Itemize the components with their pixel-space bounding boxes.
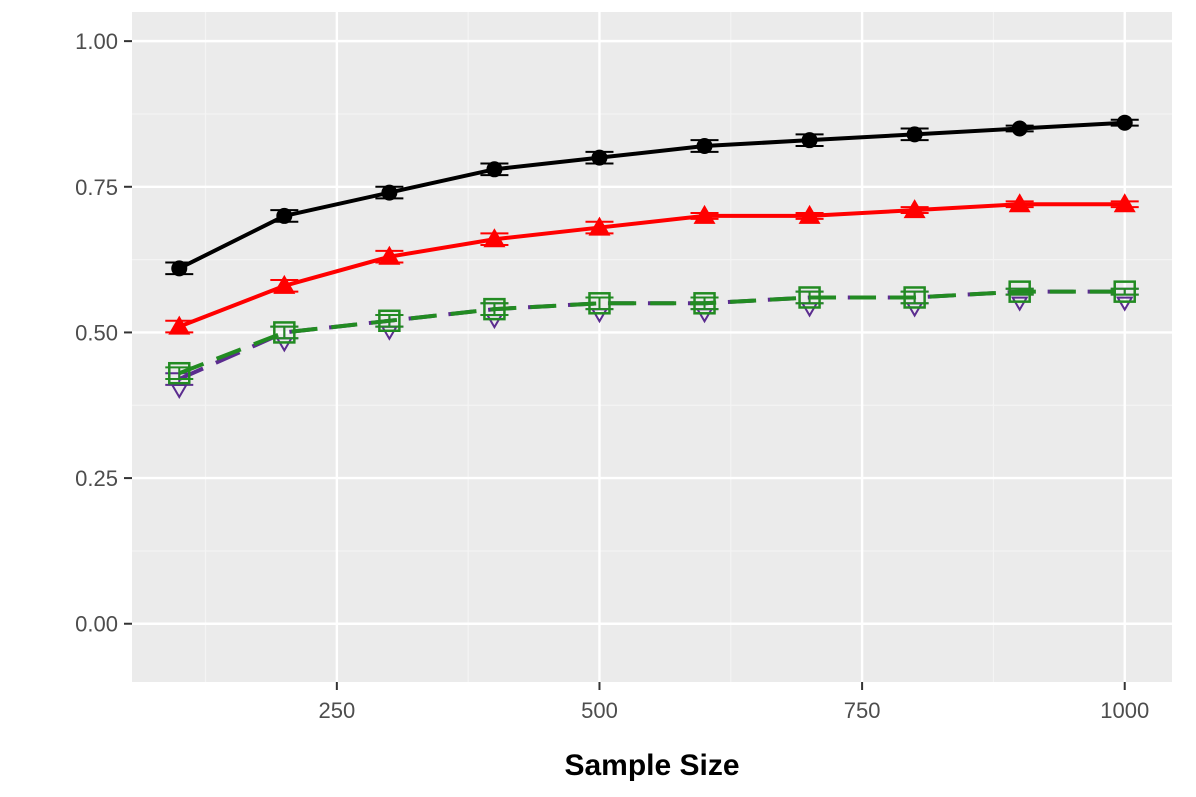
data-point-square [588, 292, 611, 315]
data-point-triangle-down [1115, 296, 1134, 312]
data-point-square [378, 309, 401, 333]
x-tick-label: 750 [844, 698, 881, 723]
major-gridlines [132, 12, 1172, 682]
data-point-circle [696, 138, 713, 154]
y-tick-label: 0.50 [75, 320, 118, 345]
series-4-line [178, 289, 1125, 376]
data-point-triangle [1113, 193, 1136, 213]
data-point-triangle [588, 216, 611, 236]
y-tick-label: 0.00 [75, 612, 118, 637]
data-point-triangle [1008, 193, 1031, 213]
y-tick-label: 1.00 [75, 29, 118, 54]
x-axis-title: Sample Size [564, 749, 739, 782]
data-point-triangle [798, 204, 821, 224]
data-point-triangle [483, 228, 506, 248]
series-2-line [178, 202, 1125, 329]
x-tick-label: 500 [581, 698, 618, 723]
data-point-circle [591, 149, 608, 166]
data-point-triangle-down [1010, 296, 1029, 312]
data-point-square [798, 286, 821, 309]
data-point-circle [381, 184, 398, 201]
plot-panel [132, 12, 1172, 682]
axis-ticks [124, 40, 1126, 690]
data-point-square [483, 297, 506, 321]
data-point-triangle [693, 204, 716, 224]
data-point-triangle [378, 245, 401, 265]
data-point-circle [1011, 120, 1028, 137]
series-layer [165, 114, 1139, 400]
y-tick-label: 0.25 [75, 466, 118, 491]
data-point-circle [486, 161, 503, 178]
data-point-circle [1116, 114, 1133, 131]
data-point-circle [906, 126, 923, 143]
data-point-triangle [273, 274, 296, 294]
data-point-circle [171, 260, 188, 277]
y-tick-label: 0.75 [75, 175, 118, 200]
series-1-line [178, 120, 1125, 271]
data-point-square [273, 321, 296, 344]
x-tick-label: 250 [318, 698, 355, 723]
x-axis-tick-labels: 250 500 750 1000 [318, 698, 1149, 723]
series-4 [165, 280, 1139, 385]
data-point-square [1113, 280, 1136, 303]
data-point-square [693, 292, 716, 315]
data-point-triangle [903, 199, 926, 219]
data-point-square [903, 286, 926, 309]
data-point-triangle [168, 315, 191, 335]
data-point-square [1008, 280, 1031, 303]
y-axis-tick-labels: 0.00 0.25 0.50 0.75 1.00 [75, 29, 118, 637]
minor-gridlines [132, 12, 1172, 682]
data-point-circle [801, 132, 818, 149]
x-tick-label: 1000 [1100, 698, 1149, 723]
series-2 [165, 193, 1139, 335]
data-point-circle [276, 207, 293, 224]
data-point-square [168, 361, 191, 385]
data-point-triangle-down [170, 384, 189, 400]
series-1 [165, 114, 1139, 277]
